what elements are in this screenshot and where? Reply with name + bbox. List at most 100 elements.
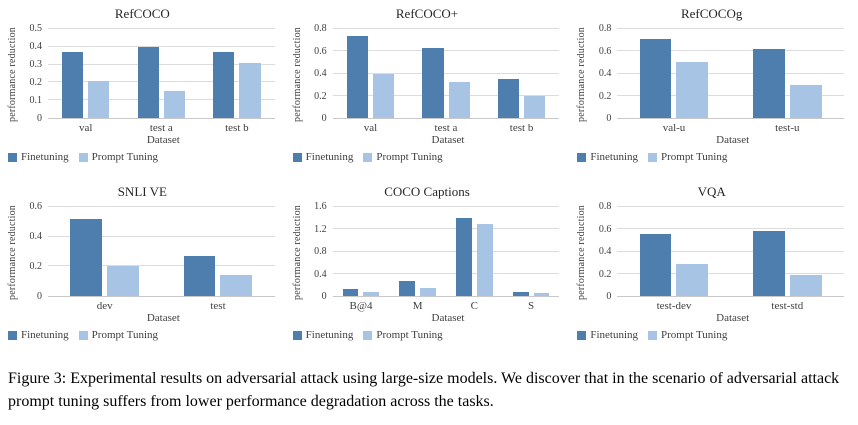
chart-body: performance reduction 0 0.2 0.4 0.6	[6, 202, 279, 302]
legend-swatch-finetuning	[577, 152, 587, 162]
y-tick-label: 0.6	[598, 223, 612, 235]
legend-label: Prompt Tuning	[91, 329, 159, 341]
y-tick-label: 0.2	[29, 261, 43, 272]
bar-groups	[333, 29, 560, 118]
legend: Finetuning Prompt Tuning	[291, 324, 564, 341]
y-tick-label: 1.2	[314, 223, 327, 235]
bar-finetuning	[497, 79, 520, 118]
y-tick-label: 0	[606, 291, 612, 302]
bar-group-test	[161, 207, 274, 296]
legend-item-prompt-tuning: Prompt Tuning	[363, 329, 443, 341]
x-tick-label: B@4	[349, 300, 373, 312]
gridline	[48, 235, 275, 237]
legend-swatch-finetuning	[577, 330, 587, 340]
chart-body: performance reduction 0 0.2 0.4 0.6 0.8	[575, 202, 848, 302]
legend-swatch-prompt-tuning	[78, 152, 88, 162]
legend-item-prompt-tuning: Prompt Tuning	[363, 151, 443, 163]
bar-finetuning	[455, 217, 472, 296]
y-axis-label: performance reduction	[291, 27, 304, 122]
y-axis-label: performance reduction	[575, 205, 588, 300]
y-axis: 0 0.2 0.4 0.6 0.8	[588, 24, 617, 124]
bar-prompt-tuning	[88, 80, 110, 118]
bar-prompt-tuning	[676, 62, 709, 118]
legend-label: Prompt Tuning	[661, 151, 728, 163]
y-tick-label: 0.6	[314, 45, 327, 57]
bar-finetuning	[639, 39, 672, 118]
bar-prompt-tuning	[789, 274, 822, 296]
gridline	[48, 45, 275, 47]
legend-swatch-finetuning	[8, 152, 17, 162]
y-tick-label: 0.3	[29, 59, 43, 70]
x-axis-label: Dataset	[146, 312, 180, 324]
legend-label: Finetuning	[305, 329, 354, 341]
bar-group-test-b	[484, 29, 560, 118]
bar-prompt-tuning	[533, 292, 550, 296]
chart-vqa: VQA performance reduction 0 0.2 0.4 0.6 0.8 tes…	[575, 184, 848, 354]
x-tick-label: test a	[149, 122, 173, 134]
x-tick-row: B@4 M C S	[333, 297, 560, 312]
legend: Finetuning Prompt Tuning	[6, 324, 279, 341]
x-tick-label: test-u	[775, 122, 800, 134]
legend-label: Finetuning	[305, 151, 354, 163]
bar-prompt-tuning	[676, 263, 709, 296]
bar-group-c	[446, 207, 503, 296]
bar-finetuning	[342, 288, 359, 296]
bar-groups	[333, 207, 560, 296]
bar-finetuning	[753, 231, 785, 296]
x-tick-label: test b	[225, 122, 249, 134]
legend-item-prompt-tuning: Prompt Tuning	[78, 329, 159, 341]
gridline	[617, 94, 844, 96]
bar-group-test-b	[199, 29, 275, 118]
chart-body: performance reduction 0 0.1 0.2 0.3 0.4 0.5	[6, 24, 279, 124]
gridline	[48, 99, 275, 101]
chart-title: SNLI VE	[117, 184, 167, 199]
gridline	[617, 72, 844, 74]
y-axis: 0 0.2 0.4 0.6 0.8	[304, 24, 333, 124]
gridline	[617, 250, 844, 252]
bar-prompt-tuning	[239, 62, 261, 118]
chart-body: performance reduction 0 0.4 0.8 1.2 1.6	[291, 202, 564, 302]
x-tick-label: test a	[434, 122, 458, 134]
chart-title: RefCOCO+	[395, 6, 459, 21]
x-tick-label: val-u	[662, 122, 686, 134]
bar-prompt-tuning	[107, 266, 139, 296]
bar-finetuning	[183, 255, 216, 296]
gridline	[617, 228, 844, 230]
plot-area	[48, 28, 275, 119]
y-tick-label: 1.6	[314, 201, 327, 212]
figure-caption: Figure 3: Experimental results on advers…	[8, 370, 840, 411]
x-tick-row: val test a test b	[333, 119, 560, 134]
gridline	[332, 206, 560, 207]
y-tick-label: 0.2	[314, 90, 327, 102]
plot-area	[48, 206, 275, 297]
y-axis-label: performance reduction	[6, 205, 19, 300]
y-axis-label-text: performance reduction	[576, 26, 588, 122]
y-tick-label: 0	[321, 291, 327, 302]
legend-swatch-finetuning	[292, 330, 302, 340]
bar-group-test-a	[408, 29, 484, 118]
y-tick-label: 0.4	[29, 231, 43, 242]
y-tick-label: 0	[606, 113, 612, 124]
bar-group-test-dev	[617, 207, 730, 296]
gridline	[48, 206, 275, 207]
bar-finetuning	[346, 35, 368, 118]
x-tick-row: val test a test b	[48, 119, 275, 134]
y-tick-label: 0.8	[314, 246, 327, 257]
y-tick-label: 0	[37, 113, 42, 124]
x-tick-label: val	[79, 122, 93, 134]
x-tick-label: C	[470, 300, 478, 312]
y-axis: 0 0.2 0.4 0.6 0.8	[588, 202, 617, 302]
gridline	[332, 28, 560, 29]
bar-groups	[617, 29, 844, 118]
y-axis-label: performance reduction	[6, 27, 19, 122]
bar-finetuning	[422, 47, 444, 118]
legend-item-prompt-tuning: Prompt Tuning	[648, 151, 727, 163]
x-axis-label: Dataset	[431, 134, 465, 146]
legend-swatch-prompt-tuning	[648, 152, 657, 162]
y-tick-label: 0.4	[598, 68, 612, 79]
gridline	[617, 50, 844, 52]
legend-item-finetuning: Finetuning	[577, 329, 638, 341]
gridline	[48, 81, 275, 83]
chart-coco-captions: COCO Captions performance reduction 0 0.4 0.…	[291, 184, 564, 354]
